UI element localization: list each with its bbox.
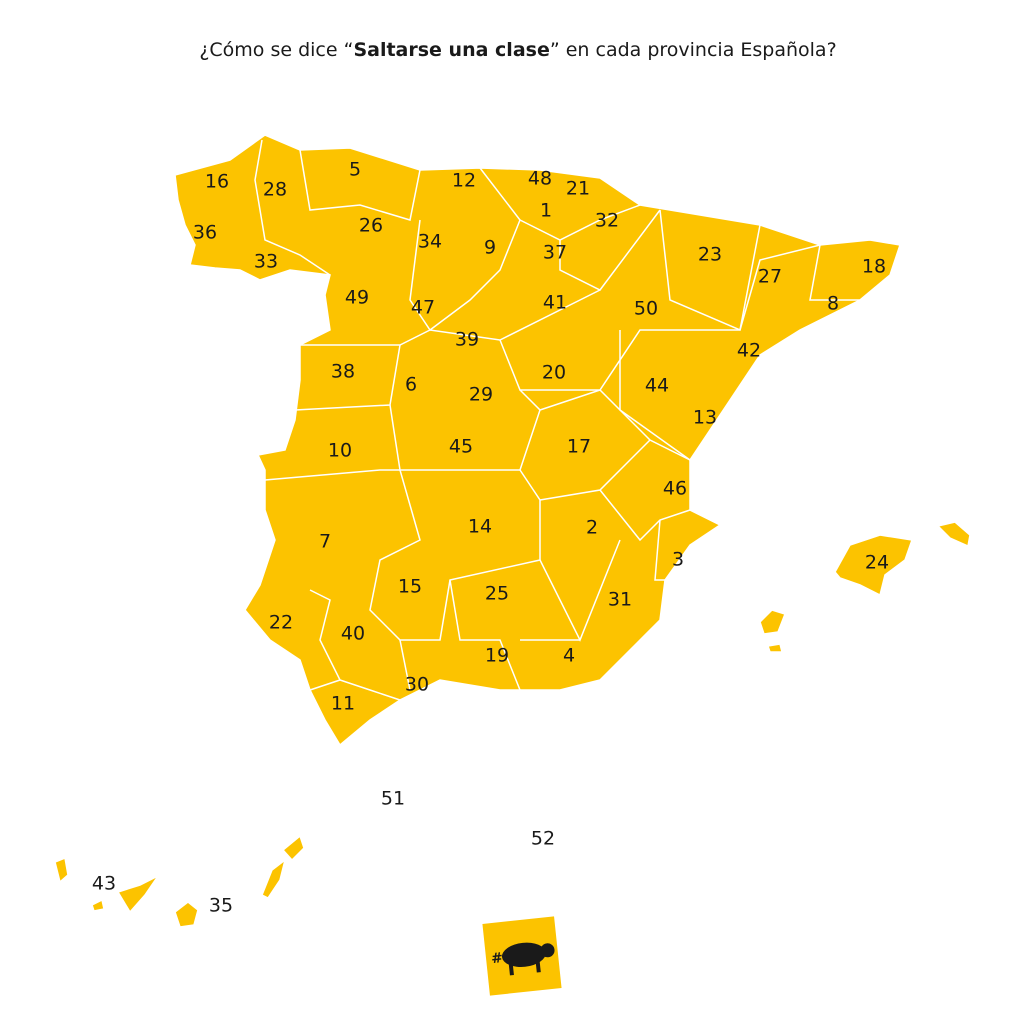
la-palma [54,856,69,884]
province-label: 6 [405,374,417,396]
title-suffix: ” en cada provincia Española? [550,39,837,61]
province-label: 32 [595,210,619,232]
province-label: 34 [418,231,442,253]
mallorca [834,534,914,597]
province-label: 8 [827,293,839,315]
province-label: 51 [381,788,405,810]
province-label: 4 [563,645,575,667]
province-label: 25 [485,583,509,605]
logo-pig-leg [535,960,541,973]
province-label: 15 [398,576,422,598]
province-label: 16 [205,171,229,193]
logo-pig [501,942,546,967]
province-label: 49 [345,287,369,309]
province-label: 19 [485,645,509,667]
province-label: 36 [193,222,217,244]
logo: # [482,916,562,996]
province-label: 35 [209,895,233,917]
land [54,134,971,928]
province-label: 10 [328,440,352,462]
tenerife [116,874,161,914]
province-label: 33 [254,251,278,273]
fuerteventura [261,858,287,899]
province-label: 41 [543,292,567,314]
province-label: 20 [542,362,566,384]
logo-pig-leg [508,963,514,976]
province-label: 22 [269,612,293,634]
province-label: 1 [540,200,552,222]
province-label: 28 [263,179,287,201]
province-label: 43 [92,873,116,895]
province-label: 38 [331,361,355,383]
province-label: 9 [484,237,496,259]
title-prefix: ¿Cómo se dice “ [199,39,353,61]
province-label: 31 [608,589,632,611]
title-bold: Saltarse una clase [353,39,549,61]
province-label: 23 [698,244,722,266]
province-label: 27 [758,266,782,288]
logo-pig-head [540,943,555,958]
province-label: 26 [359,215,383,237]
province-label: 24 [865,552,889,574]
province-label: 2 [586,517,598,539]
province-label: 13 [693,407,717,429]
province-label: 11 [331,693,355,715]
logo-text: # [490,950,503,967]
province-label: 12 [452,170,476,192]
province-label: 7 [319,531,331,553]
province-label: 45 [449,436,473,458]
province-label: 17 [567,436,591,458]
formentera [767,643,783,653]
la-gomera [91,898,105,912]
province-label: 39 [455,329,479,351]
province-label: 21 [566,178,590,200]
province-label: 40 [341,623,365,645]
province-label: 14 [468,516,492,538]
province-label: 37 [543,242,567,264]
province-label: 47 [411,297,435,319]
province-label: 52 [531,828,555,850]
province-label: 46 [663,478,687,500]
lanzarote [281,834,305,862]
province-label: 50 [634,298,658,320]
province-borders [254,139,860,701]
province-label: 29 [469,384,493,406]
ibiza [759,609,786,635]
province-label: 30 [405,674,429,696]
title: ¿Cómo se dice “Saltarse una clase” en ca… [199,39,836,61]
gran-canaria [174,901,199,928]
province-label: 42 [737,340,761,362]
menorca [936,521,971,548]
mainland [174,134,901,747]
province-label: 3 [672,549,684,571]
province-label: 44 [645,375,669,397]
province-label: 48 [528,168,552,190]
province-label: 5 [349,159,361,181]
province-label: 18 [862,256,886,278]
